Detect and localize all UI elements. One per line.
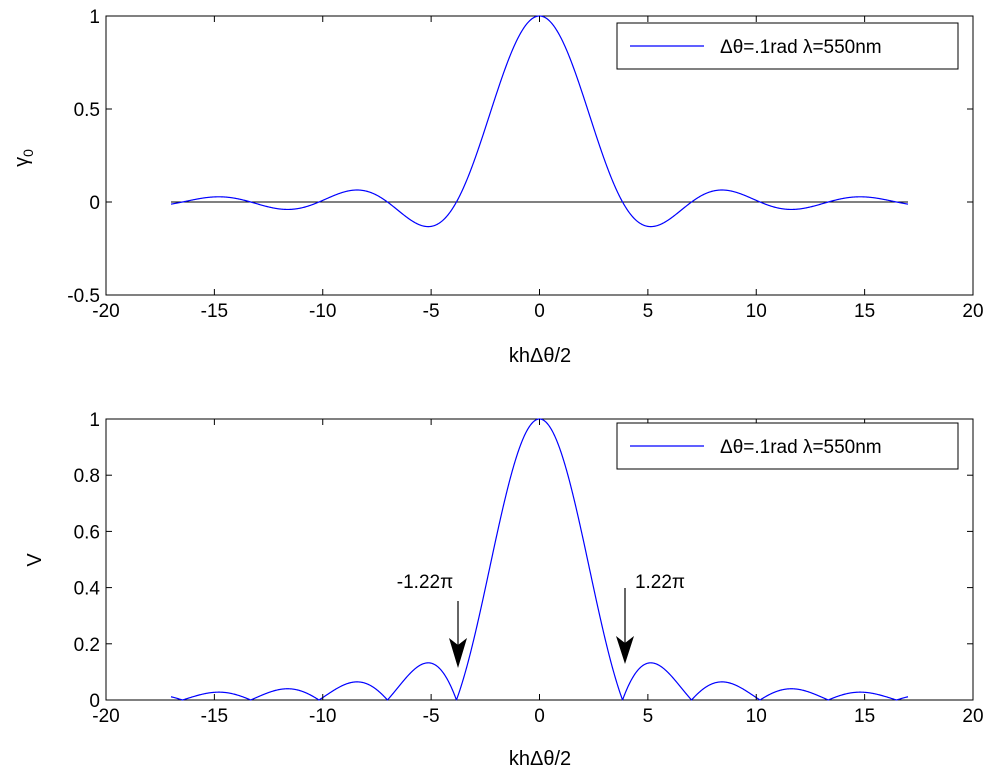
x-tick-label: -5 xyxy=(423,706,440,727)
legend-top: Δθ=.1rad λ=550nm xyxy=(616,22,959,70)
x-axis-label-top: khΔθ/2 xyxy=(509,345,571,367)
y-tick-label: 0.2 xyxy=(74,635,100,656)
chart-bottom: -20 -15 -10 -5 0 5 10 15 20 0 0.2 0.4 0.6 0.8 1 khΔθ/… xyxy=(24,410,984,770)
y-tick-label: 0.8 xyxy=(74,466,100,487)
x-tick-label: 15 xyxy=(854,706,875,727)
x-tick-label: -5 xyxy=(423,301,440,322)
x-tick-label: -15 xyxy=(201,706,228,727)
legend-label-top: Δθ=.1rad λ=550nm xyxy=(720,37,882,58)
y-axis-label-bottom: V xyxy=(24,553,46,567)
x-tick-label: -20 xyxy=(92,706,119,727)
annotation-right: 1.22π xyxy=(616,572,685,664)
x-tick-label: 0 xyxy=(534,706,545,727)
x-tick-label: -10 xyxy=(309,301,336,322)
legend-bottom: Δθ=.1rad λ=550nm xyxy=(616,422,959,470)
x-tick-label: -15 xyxy=(201,301,228,322)
x-tick-label: -20 xyxy=(92,301,119,322)
annotation-left-label: -1.22π xyxy=(397,572,453,593)
y-axis-label-top: γ0 xyxy=(11,149,36,167)
x-axis-label-bottom: khΔθ/2 xyxy=(509,748,571,770)
annotation-right-arrow-head xyxy=(616,636,634,664)
y-tick-label: 1 xyxy=(89,7,100,28)
x-tick-label: 5 xyxy=(643,301,654,322)
y-tick-label: 0.5 xyxy=(74,100,100,121)
y-tick-label: -0.5 xyxy=(67,286,100,307)
x-ticks-top: -20 -15 -10 -5 0 5 10 15 20 xyxy=(92,16,984,322)
annotation-right-label: 1.22π xyxy=(635,572,685,593)
y-ticks-bottom: 0 0.2 0.4 0.6 0.8 1 xyxy=(74,410,973,712)
y-tick-label: 0.6 xyxy=(74,522,100,543)
x-tick-label: 0 xyxy=(534,301,545,322)
x-tick-label: 20 xyxy=(962,706,983,727)
x-tick-label: 5 xyxy=(643,706,654,727)
y-ticks-top: -0.5 0 0.5 1 xyxy=(67,7,973,307)
y-tick-label: 1 xyxy=(89,410,100,431)
x-tick-label: 15 xyxy=(854,301,875,322)
x-tick-label: 10 xyxy=(746,706,767,727)
x-tick-label: 10 xyxy=(746,301,767,322)
y-tick-label: 0 xyxy=(89,691,100,712)
x-ticks-bottom: -20 -15 -10 -5 0 5 10 15 20 xyxy=(92,419,984,727)
x-tick-label: -10 xyxy=(309,706,336,727)
chart-top: -20 -15 -10 -5 0 5 10 15 20 -0.500.51 khΔθ/2 γ0 … xyxy=(11,7,984,367)
x-tick-label: 20 xyxy=(962,301,983,322)
y-tick-label: 0 xyxy=(89,193,100,214)
annotation-left: -1.22π xyxy=(397,572,467,668)
annotation-left-arrow-head xyxy=(449,638,467,668)
legend-label-bottom: Δθ=.1rad λ=550nm xyxy=(720,437,882,458)
y-tick-label: 0.4 xyxy=(74,579,101,600)
